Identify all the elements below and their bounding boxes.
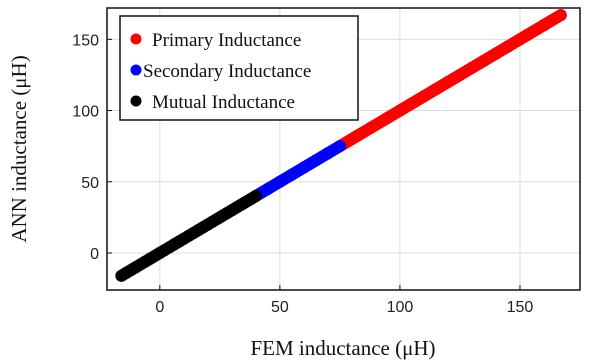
legend-box — [119, 15, 359, 121]
plot-frame — [106, 7, 581, 291]
x-tick-label: 50 — [271, 299, 289, 316]
legend-marker — [130, 95, 142, 107]
y-axis-ticks: 0 50 100 150 — [72, 32, 112, 263]
y-tick-label: 0 — [90, 246, 99, 263]
legend-label: Mutual Inductance — [152, 92, 295, 113]
legend-label: Primary Inductance — [152, 30, 301, 51]
y-tick-label: 150 — [72, 32, 99, 49]
data-points — [115, 9, 567, 282]
data-point — [333, 140, 346, 153]
y-tick-label: 100 — [72, 104, 99, 121]
x-tick-label: 0 — [155, 299, 164, 316]
x-tick-label: 100 — [387, 299, 414, 316]
data-point — [249, 190, 262, 202]
legend-marker — [130, 33, 142, 45]
legend-label: Secondary Inductance — [143, 61, 311, 82]
y-tick-label: 50 — [81, 175, 99, 192]
series-primary-inductance — [336, 9, 567, 151]
legend: Primary Inductance Secondary Inductance Mu… — [119, 15, 359, 121]
data-point — [554, 9, 567, 22]
legend-items: Primary Inductance Secondary Inductance Mu… — [130, 30, 311, 113]
x-axis-title: FEM inductance (μH) — [250, 336, 435, 360]
legend-marker — [130, 64, 142, 76]
x-tick-label: 150 — [507, 299, 534, 316]
series-mutual-inductance — [115, 190, 262, 282]
x-axis-ticks: 0 50 100 150 — [155, 285, 533, 316]
y-axis-title: ANN inductance (μH) — [7, 55, 31, 242]
